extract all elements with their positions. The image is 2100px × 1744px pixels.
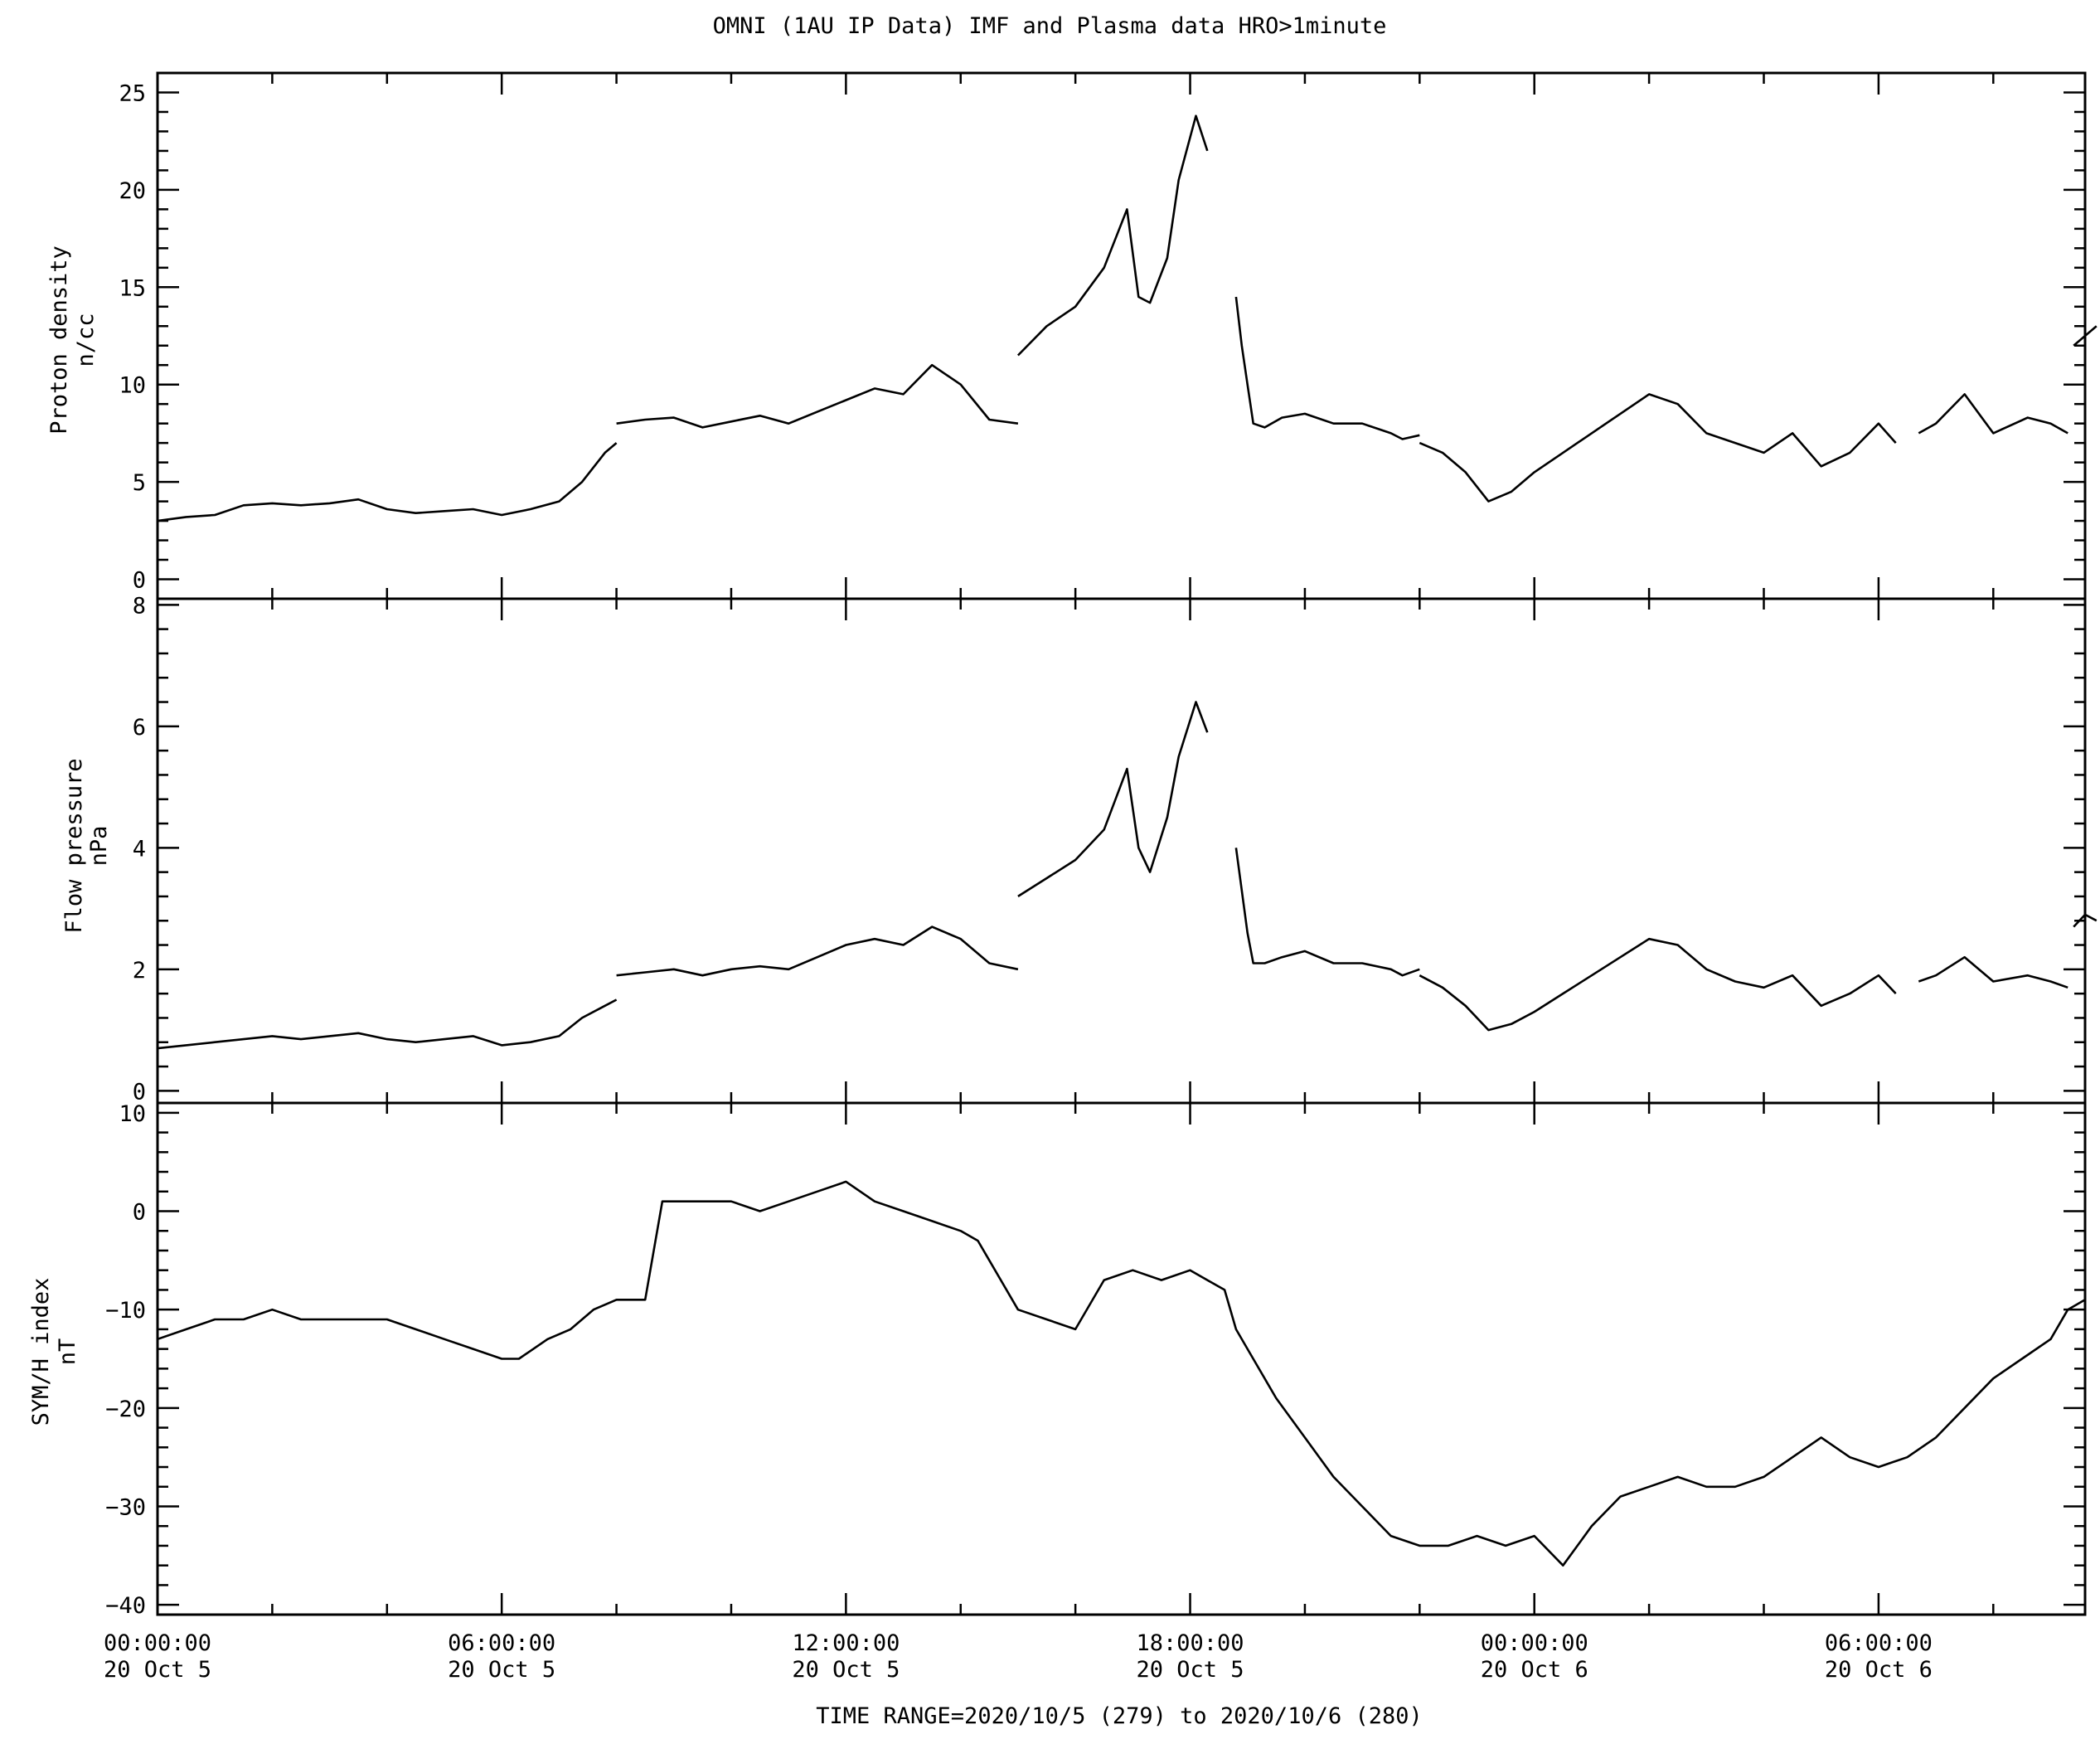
series-line [1918, 955, 2068, 989]
y-tick-label: 15 [119, 275, 146, 301]
y-tick-label: −40 [105, 1593, 146, 1619]
x-tick-label-time: 12:00:00 [792, 1630, 900, 1656]
ylabel-flow-pressure: Flow pressure [61, 758, 87, 933]
series-line [1016, 114, 1209, 357]
plot-frame [156, 597, 2087, 1105]
series-line [616, 925, 1019, 977]
x-tick-label-date: 20 Oct 5 [448, 1657, 555, 1683]
y-tick-label: 0 [133, 1079, 146, 1105]
y-tick-label: −10 [105, 1298, 146, 1324]
panel-proton-density: Proton density n/cc 0 5 10 15 20 25 [46, 71, 2098, 600]
yunit-proton-density: n/cc [73, 313, 99, 367]
x-tick-label-date: 20 Oct 6 [1481, 1657, 1588, 1683]
series-line [1918, 393, 2068, 435]
y-tick-label: 5 [133, 470, 146, 496]
x-tick-label-time: 00:00:00 [104, 1630, 211, 1656]
series-line [1234, 296, 1420, 440]
x-tick-label-time: 06:00:00 [1825, 1630, 1933, 1656]
series-line [616, 363, 1019, 429]
ylabel-sym-h: SYM/H index [28, 1278, 54, 1426]
y-tick-label: 25 [119, 80, 146, 106]
series-line [1419, 393, 1897, 503]
series-line [2073, 325, 2098, 347]
y-tick-label: 10 [119, 1101, 146, 1127]
yunit-sym-h: nT [55, 1338, 80, 1366]
yunit-flow-pressure: nPa [86, 826, 112, 867]
time-range-label: TIME RANGE=2020/10/5 (279) to 2020/10/6 … [816, 1703, 1423, 1729]
y-tick-label: 20 [119, 178, 146, 204]
y-tick-label: 0 [133, 1200, 146, 1226]
series-line [157, 442, 618, 522]
y-tick-label: 8 [133, 593, 146, 619]
ylabel-proton-density: Proton density [46, 245, 72, 435]
x-tick-label-time: 00:00:00 [1481, 1630, 1588, 1656]
y-tick-label: 10 [119, 373, 146, 399]
series-line [2073, 913, 2098, 928]
plot-frame [156, 71, 2087, 600]
series-line [1419, 937, 1897, 1032]
x-tick-label-date: 20 Oct 5 [1137, 1657, 1244, 1683]
y-tick-label: 2 [133, 958, 146, 984]
y-tick-label: 6 [133, 715, 146, 741]
y-tick-label: 4 [133, 836, 146, 862]
x-tick-label-time: 06:00:00 [448, 1630, 555, 1656]
x-tick-label-date: 20 Oct 5 [104, 1657, 211, 1683]
series-line [1234, 848, 1420, 977]
x-tick-label-date: 20 Oct 5 [792, 1657, 900, 1683]
y-tick-label: −20 [105, 1397, 146, 1422]
x-tick-label-time: 18:00:00 [1137, 1630, 1244, 1656]
panel-flow-pressure: Flow pressure nPa 0 2 4 6 8 [61, 593, 2098, 1105]
series-line [1017, 701, 1209, 897]
x-tick-label-date: 20 Oct 6 [1825, 1657, 1933, 1683]
y-tick-label: 0 [133, 568, 146, 594]
series-line [157, 1180, 2086, 1567]
y-tick-label: −30 [105, 1494, 146, 1520]
panel-sym-h: SYM/H index nT −40 −30 −20 −10 0 10 [28, 1101, 2087, 1619]
figure-title: OMNI (1AU IP Data) IMF and Plasma data H… [713, 13, 1387, 39]
series-line [157, 998, 618, 1050]
plot-frame [156, 1101, 2087, 1616]
